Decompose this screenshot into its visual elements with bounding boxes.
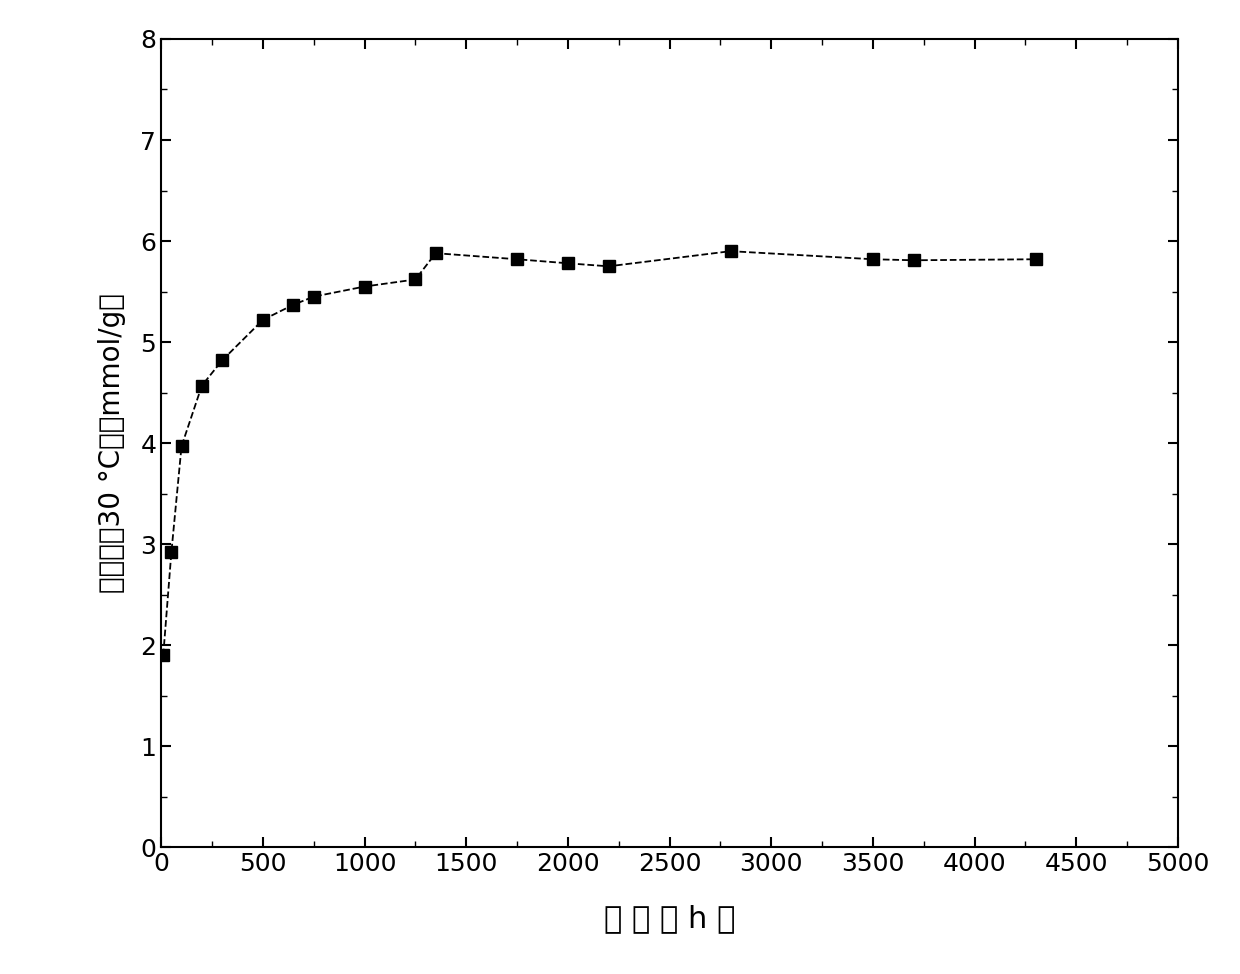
Y-axis label: 吸附量（30 °C）（mmol/g）: 吸附量（30 °C）（mmol/g） <box>98 293 126 593</box>
X-axis label: 时 间 （ h ）: 时 间 （ h ） <box>604 904 735 933</box>
